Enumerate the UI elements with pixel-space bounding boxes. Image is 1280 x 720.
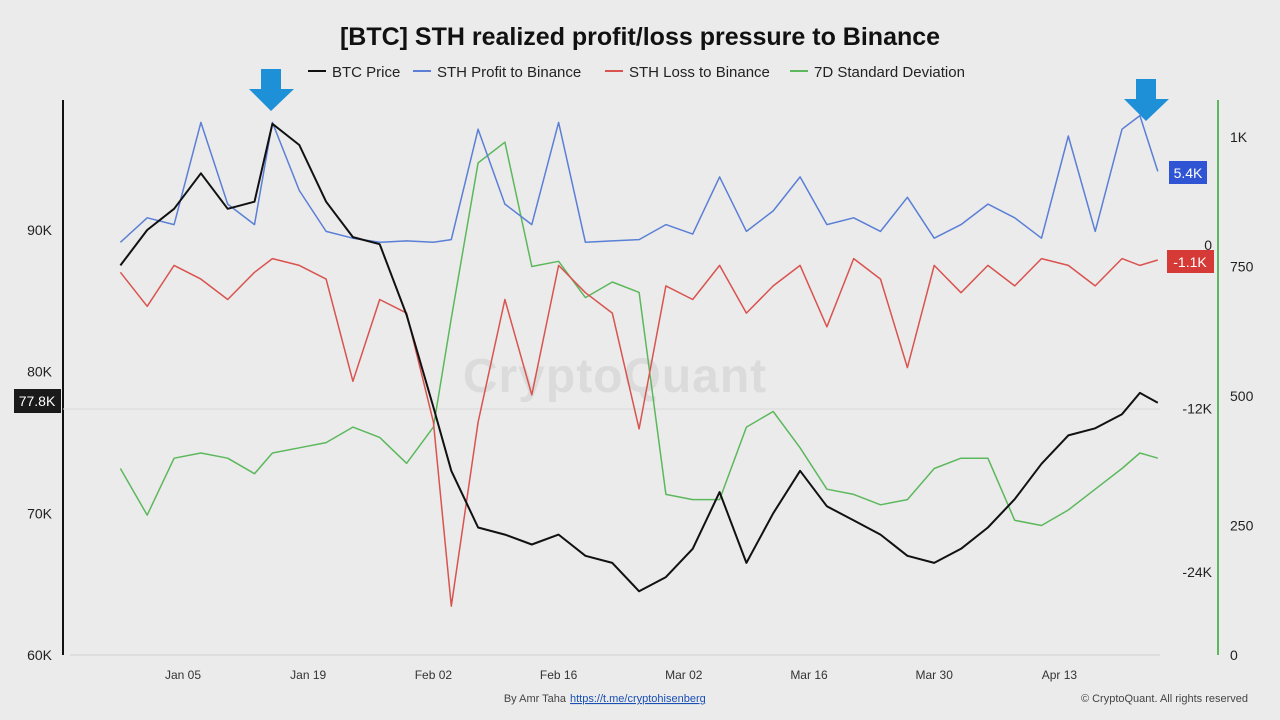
footer-author: By Amr Taha [504,693,567,705]
series-line-7d-standard-deviation [119,141,1159,527]
price-badge-label: 77.8K [19,393,56,409]
footer-copyright: © CryptoQuant. All rights reserved [1081,693,1248,705]
x-tick: Feb 02 [415,668,453,682]
arrow-down-icon [249,69,294,111]
chart-title: [BTC] STH realized profit/loss pressure … [340,23,940,51]
x-tick: Mar 16 [790,668,828,682]
watermark: CryptoQuant [463,350,767,403]
series-group [119,114,1159,607]
x-tick: Apr 13 [1042,668,1078,682]
y-right1-ticks: -24K -12K 0 [1182,237,1212,580]
x-tick: Jan 19 [290,668,326,682]
legend-label-7d-standard-deviation[interactable]: 7D Standard Deviation [814,64,965,81]
y-right1-tick: -12K [1182,401,1212,417]
x-ticks: Jan 05 Jan 19 Feb 02 Feb 16 Mar 02 Mar 16 Mar … [165,668,1077,682]
y-right1-tick: 0 [1204,237,1212,253]
legend-label-btc-price[interactable]: BTC Price [332,64,400,81]
y-right2-tick: 750 [1230,259,1254,275]
y-right2-ticks: 0 250 500 750 1K [1230,129,1254,663]
footer-author-link[interactable]: https://t.me/cryptohisenberg [570,693,706,705]
y-left-ticks: 60K 70K 80K 90K [27,222,53,663]
loss-badge: -1.1K [1167,250,1214,273]
loss-badge-label: -1.1K [1173,254,1207,270]
y-right1-tick: -24K [1182,564,1212,580]
y-left-tick: 60K [27,647,53,663]
legend: BTC Price STH Profit to Binance STH Loss t… [308,64,965,81]
profit-badge-label: 5.4K [1174,165,1203,181]
y-right2-tick: 0 [1230,647,1238,663]
price-badge: 77.8K [14,389,61,413]
legend-label-sth-profit-to-binance[interactable]: STH Profit to Binance [437,64,581,81]
x-tick: Feb 16 [540,668,578,682]
y-left-tick: 90K [27,222,53,238]
series-line-btc-price [119,122,1159,593]
x-tick: Mar 30 [916,668,954,682]
y-right2-tick: 1K [1230,129,1248,145]
profit-badge: 5.4K [1169,161,1207,184]
y-left-tick: 80K [27,364,53,380]
legend-label-sth-loss-to-binance[interactable]: STH Loss to Binance [629,64,770,81]
x-tick: Jan 05 [165,668,201,682]
series-line-sth-loss-to-binance [119,257,1159,607]
x-tick: Mar 02 [665,668,703,682]
y-right2-tick: 500 [1230,388,1254,404]
y-left-tick: 70K [27,505,53,521]
y-right2-tick: 250 [1230,518,1254,534]
series-line-sth-profit-to-binance [119,114,1159,244]
arrow-down-icon [1124,79,1169,121]
